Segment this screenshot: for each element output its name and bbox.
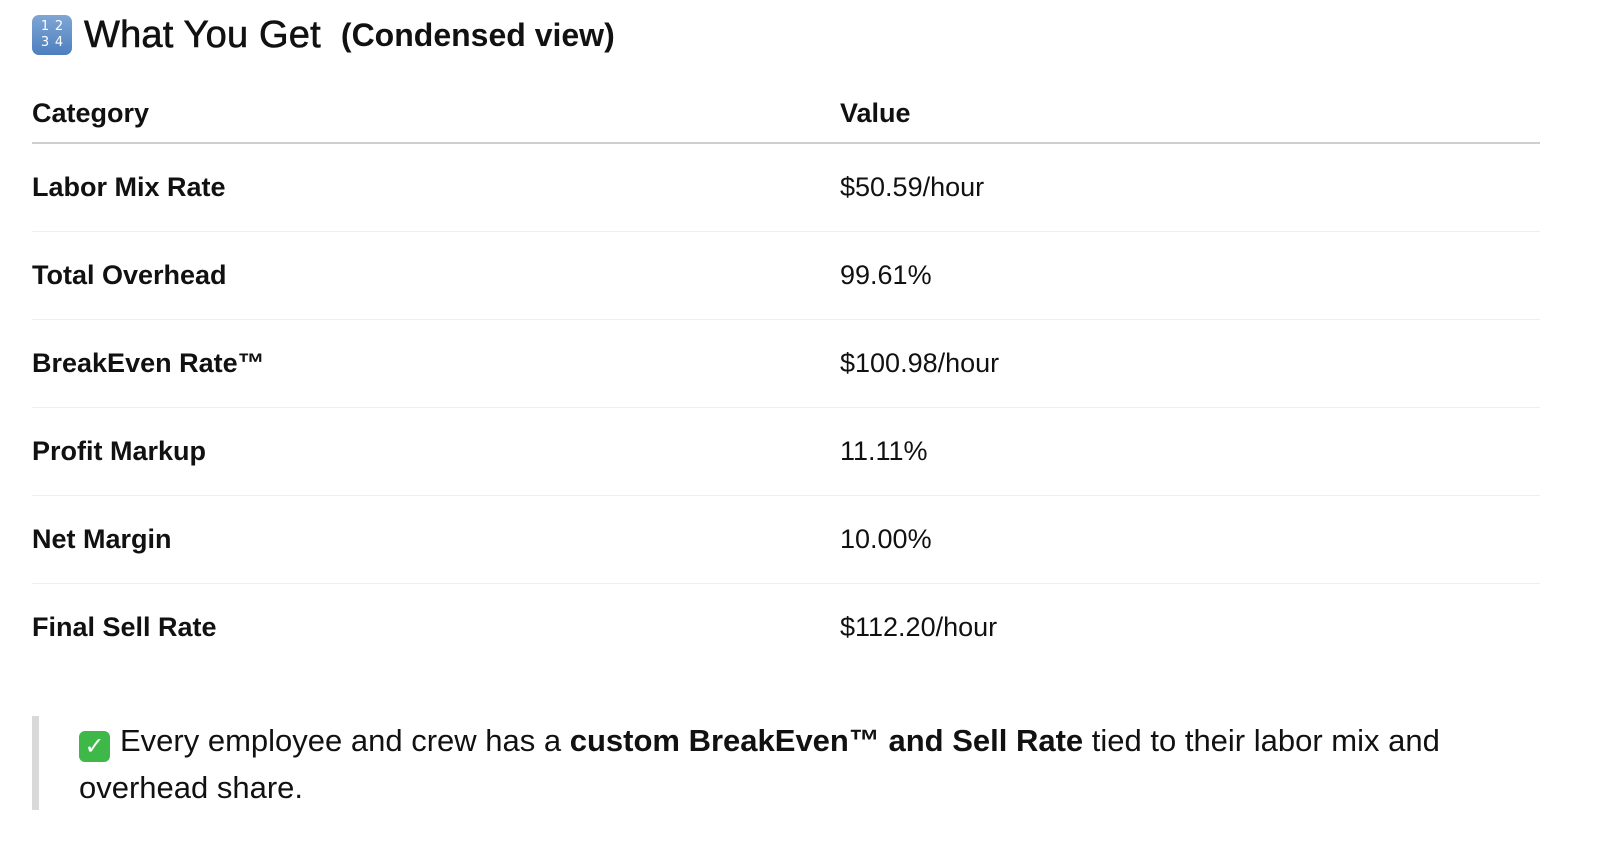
value-cell: 99.61% — [840, 231, 1540, 320]
value-cell: $100.98/hour — [840, 319, 1540, 408]
table-row: Net Margin 10.00% — [32, 495, 1540, 584]
callout-text-tail: tied to their labor mix and overhead sha… — [79, 723, 1440, 805]
check-mark-button-icon: ✓ — [79, 731, 110, 762]
table-header-row: Category Value — [32, 84, 1540, 144]
icon-digit: 2 — [54, 19, 64, 34]
column-header-value: Value — [840, 84, 1540, 144]
category-cell: Total Overhead — [32, 231, 840, 320]
value-cell: 11.11% — [840, 407, 1540, 496]
value-cell: $112.20/hour — [840, 612, 998, 642]
callout-text: ✓ Every employee and crew has a custom Br… — [79, 716, 1512, 811]
category-cell: Profit Markup — [32, 407, 840, 496]
column-header-category: Category — [32, 84, 840, 144]
table-row: Profit Markup 11.11% — [32, 407, 1540, 496]
input-numbers-icon: 1 2 3 4 — [32, 15, 72, 55]
blockquote-callout: ✓ Every employee and crew has a custom Br… — [32, 716, 1512, 810]
table-row: Total Overhead 99.61% — [32, 231, 1540, 320]
summary-table: Category Value Labor Mix Rate $50.59/hou… — [32, 84, 1540, 671]
value-cell: 10.00% — [840, 495, 1540, 584]
heading-title: What You Get — [84, 13, 321, 56]
category-cell: Final Sell Rate — [32, 612, 217, 642]
table-row: Labor Mix Rate $50.59/hour — [32, 143, 1540, 232]
category-cell: Labor Mix Rate — [32, 143, 840, 232]
callout-text-lead: Every employee and crew has a — [120, 723, 570, 758]
table-row: Final Sell Rate $112.20/hour — [32, 584, 1540, 672]
icon-digit: 3 — [40, 35, 50, 50]
heading-subtitle: (Condensed view) — [340, 16, 615, 53]
table-row: BreakEven Rate™ $100.98/hour — [32, 319, 1540, 408]
icon-digit: 1 — [40, 19, 50, 34]
section-heading: 1 2 3 4 What You Get (Condensed view) — [32, 12, 615, 58]
category-cell: Net Margin — [32, 495, 840, 584]
icon-digit: 4 — [54, 35, 64, 50]
callout-text-bold: custom BreakEven™ and Sell Rate — [569, 723, 1084, 758]
value-cell: $50.59/hour — [840, 143, 1540, 232]
category-cell: BreakEven Rate™ — [32, 319, 840, 408]
